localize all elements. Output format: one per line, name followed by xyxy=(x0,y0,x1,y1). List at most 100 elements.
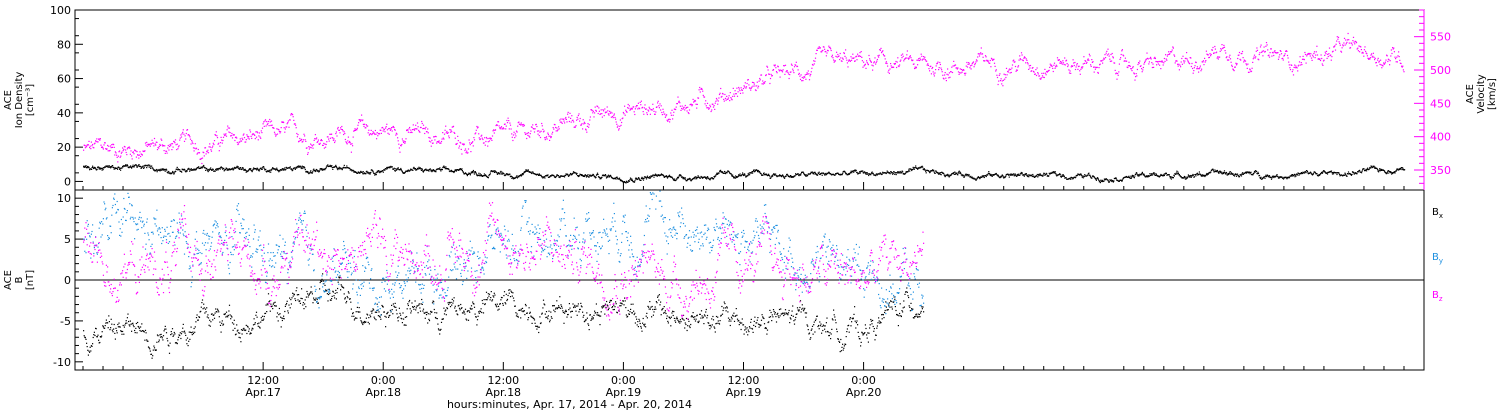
data-point xyxy=(1206,174,1208,176)
data-point xyxy=(1234,173,1237,175)
data-point xyxy=(1324,51,1326,53)
data-point xyxy=(86,146,88,148)
data-point xyxy=(193,150,195,152)
data-point xyxy=(967,175,969,177)
data-point xyxy=(283,121,285,124)
data-point xyxy=(1333,46,1335,48)
data-point xyxy=(1308,53,1310,55)
data-point xyxy=(1028,68,1030,70)
data-point xyxy=(1215,171,1217,173)
data-point xyxy=(309,146,311,148)
data-point xyxy=(1389,60,1391,62)
data-point xyxy=(604,108,606,110)
data-point xyxy=(822,49,824,51)
data-point xyxy=(1077,68,1079,70)
data-point xyxy=(786,70,788,72)
data-point xyxy=(1156,64,1158,66)
data-point xyxy=(1229,171,1232,173)
data-point xyxy=(1322,171,1324,173)
data-point xyxy=(1165,58,1167,60)
data-point xyxy=(298,165,300,167)
data-point xyxy=(994,65,996,67)
data-point xyxy=(1214,48,1216,50)
data-point xyxy=(1402,69,1404,71)
data-point xyxy=(399,169,401,171)
data-point xyxy=(974,63,976,65)
data-point xyxy=(300,167,302,170)
data-point xyxy=(787,71,789,73)
legend-subscript: z xyxy=(1439,295,1443,303)
data-point xyxy=(1108,53,1110,55)
data-point xyxy=(630,107,632,109)
data-point xyxy=(219,142,222,144)
data-point xyxy=(865,173,867,175)
data-point xyxy=(1202,175,1204,177)
data-point xyxy=(629,109,631,111)
data-point xyxy=(403,141,405,143)
data-point xyxy=(376,170,378,172)
data-point xyxy=(643,113,645,115)
data-point xyxy=(143,150,145,152)
data-point xyxy=(92,165,94,167)
data-point xyxy=(395,132,397,134)
data-point xyxy=(649,113,651,115)
data-point xyxy=(1062,62,1065,64)
data-point xyxy=(911,60,913,62)
data-point xyxy=(131,167,133,169)
data-point xyxy=(1159,64,1161,66)
data-point xyxy=(163,168,165,170)
data-point xyxy=(1021,172,1023,174)
data-point xyxy=(975,61,977,63)
data-point xyxy=(516,177,518,179)
data-point xyxy=(757,87,759,89)
data-point xyxy=(1231,64,1233,66)
data-point xyxy=(280,131,282,133)
data-point xyxy=(672,118,674,120)
data-point xyxy=(298,140,300,142)
data-point xyxy=(888,69,890,71)
data-point xyxy=(529,133,531,135)
data-point xyxy=(841,173,843,176)
data-point xyxy=(921,59,923,61)
data-point xyxy=(556,130,558,132)
data-point xyxy=(512,134,515,136)
data-point xyxy=(345,141,347,143)
data-point xyxy=(254,134,256,136)
data-point xyxy=(1301,58,1304,60)
data-point xyxy=(1144,175,1146,177)
data-point xyxy=(457,140,459,142)
data-point xyxy=(807,70,809,72)
data-point xyxy=(1199,65,1201,67)
data-point xyxy=(1268,56,1271,58)
data-point xyxy=(633,106,635,108)
data-point xyxy=(99,138,101,140)
data-point xyxy=(1188,175,1190,177)
data-point xyxy=(967,173,969,176)
data-point xyxy=(943,174,945,176)
data-point xyxy=(88,140,90,142)
data-point xyxy=(683,106,685,108)
data-point xyxy=(765,74,767,77)
data-point xyxy=(125,164,127,166)
data-point xyxy=(939,173,941,175)
data-point xyxy=(301,166,303,168)
data-point xyxy=(876,60,878,62)
data-point xyxy=(1298,174,1300,176)
data-point xyxy=(1055,173,1057,175)
data-point xyxy=(403,140,405,142)
data-point xyxy=(1282,178,1285,180)
data-point xyxy=(395,168,397,170)
data-point xyxy=(1061,61,1063,63)
data-point xyxy=(233,168,235,170)
data-point xyxy=(708,177,710,179)
legend-subscript: x xyxy=(1439,212,1443,220)
data-point xyxy=(823,173,825,175)
data-point xyxy=(1097,178,1099,180)
data-point xyxy=(502,128,504,130)
data-point xyxy=(688,112,690,115)
data-point xyxy=(944,175,946,177)
data-point xyxy=(706,107,708,109)
data-point xyxy=(204,147,207,149)
data-point xyxy=(347,136,349,138)
data-point xyxy=(762,83,764,85)
